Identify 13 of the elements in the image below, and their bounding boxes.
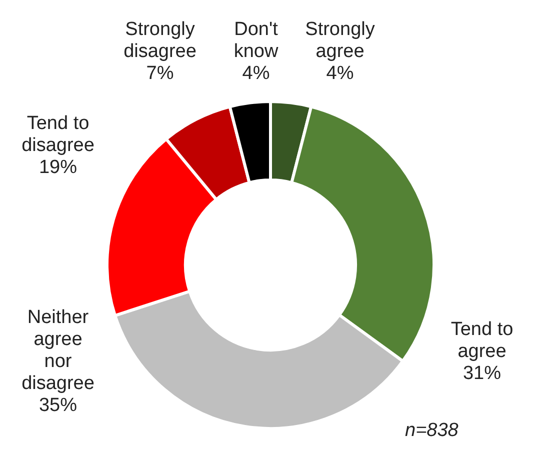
slice-label: Neither agree nor disagree — [22, 307, 94, 394]
data-label: 7% — [146, 63, 174, 84]
data-label: 19% — [38, 157, 78, 178]
data-label: 31% — [462, 363, 502, 384]
slice-label: Tend to agree — [450, 319, 514, 362]
slice-label: Tend to disagree — [22, 113, 94, 156]
text: n=838 — [405, 420, 458, 442]
slice-label: Strongly agree — [305, 19, 376, 62]
slice-label: Strongly disagree — [124, 19, 196, 62]
data-label: 4% — [242, 63, 270, 84]
data-label: 35% — [38, 395, 78, 416]
slice-label: Don't know — [234, 19, 279, 62]
data-label: 4% — [326, 63, 354, 84]
